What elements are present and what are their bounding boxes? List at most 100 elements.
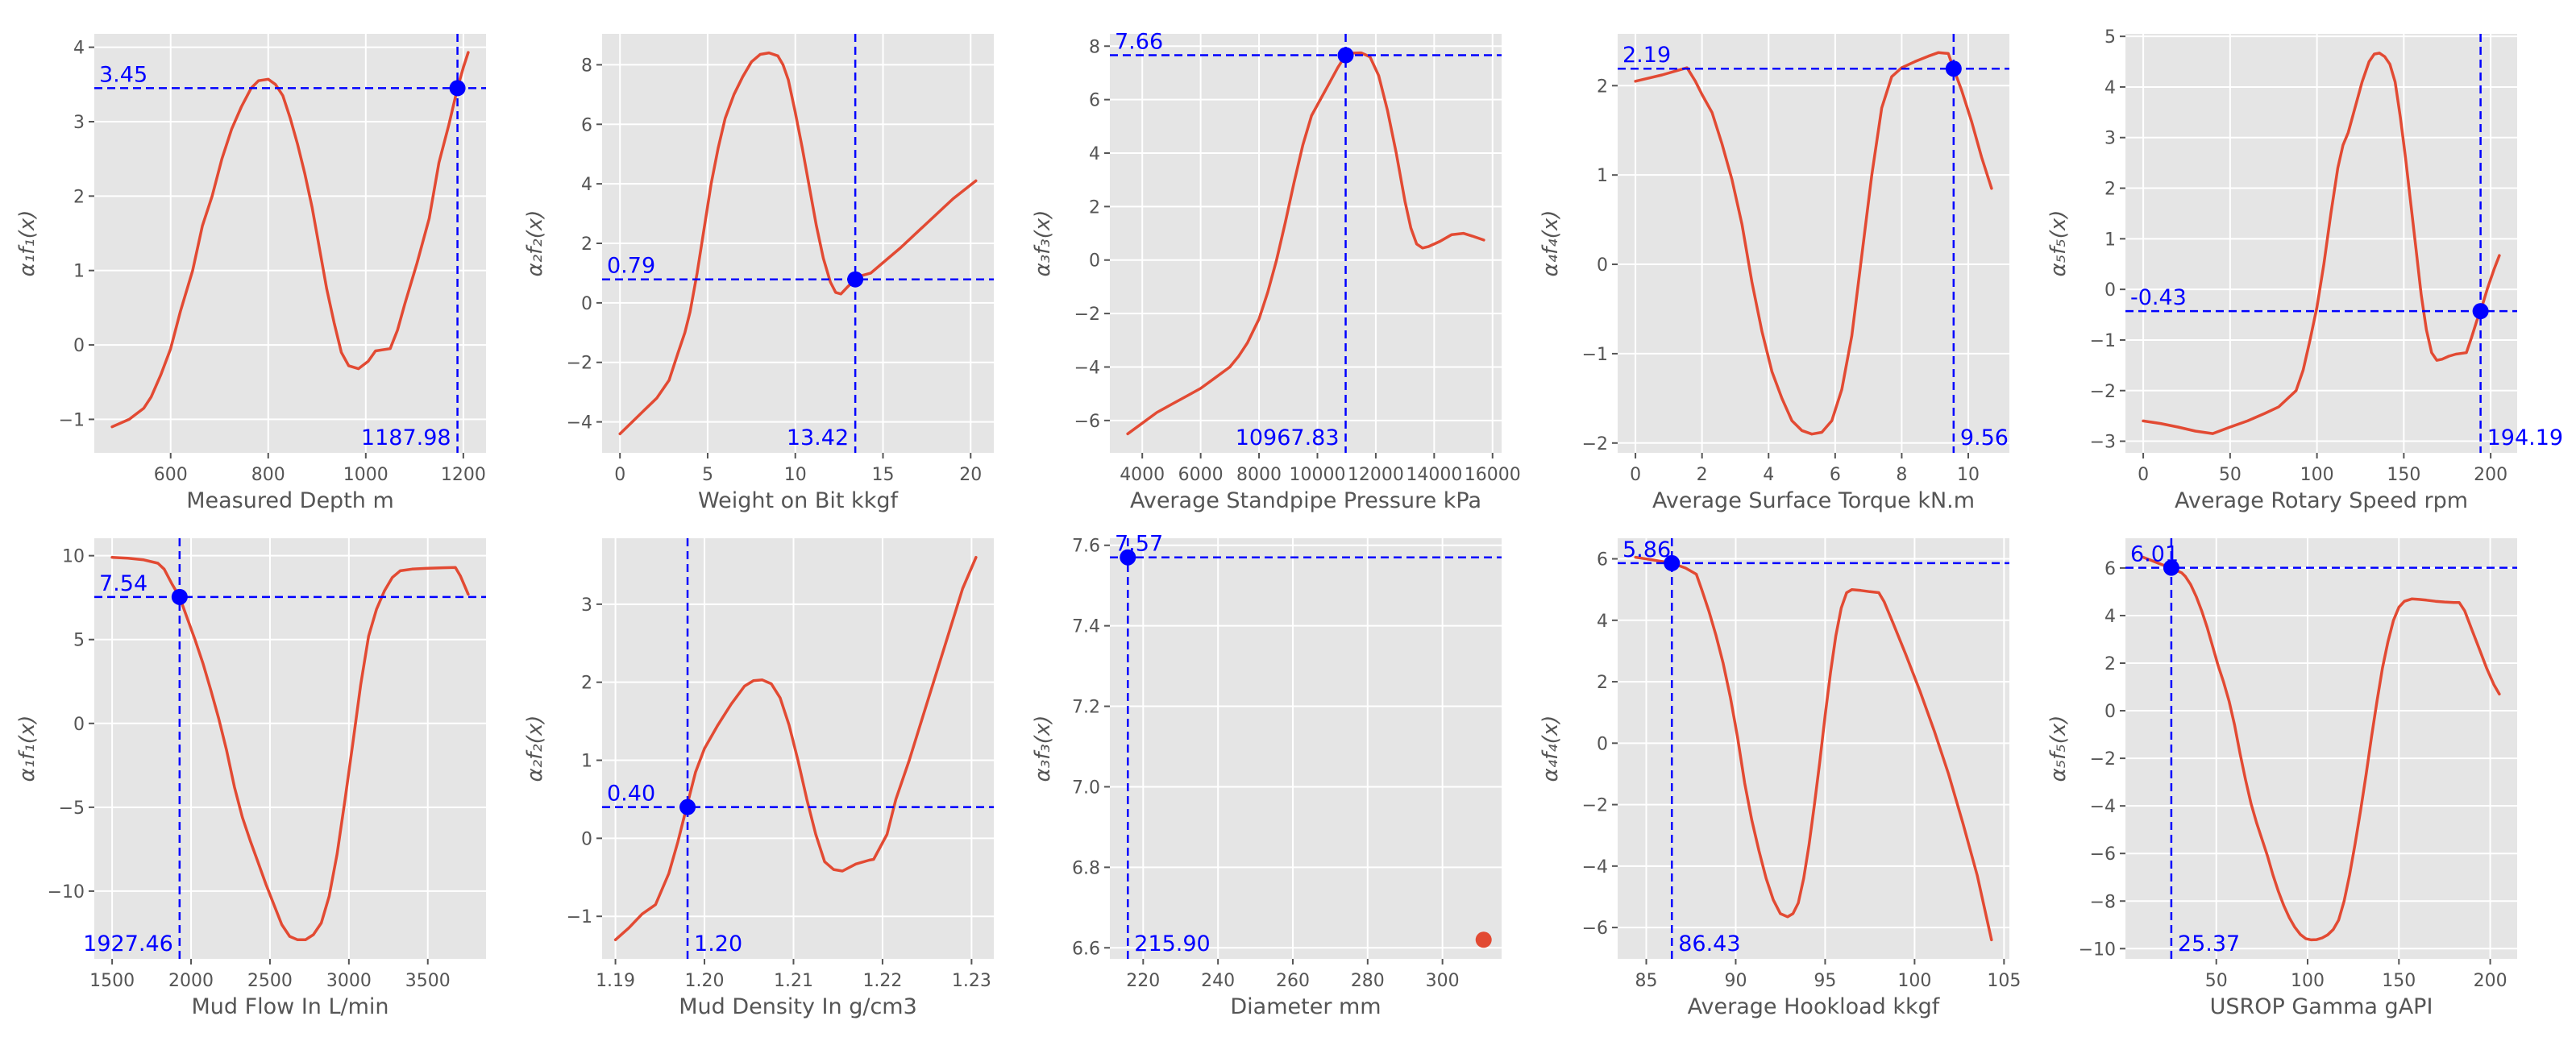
chart-2: 0 5 10 15 20 −4 −2 0 2 4 6 8 0.79 13.42 Weight on Bit …	[523, 34, 994, 513]
x-value-annotation: 86.43	[1678, 931, 1740, 956]
x-tick-label: 20	[959, 465, 982, 485]
x-tick-label: 1000	[343, 465, 388, 485]
marker-dot	[2472, 303, 2489, 320]
x-tick-label: 2000	[168, 971, 214, 991]
y-tick-label: −4	[567, 413, 592, 434]
x-tick-label: 3000	[326, 971, 372, 991]
x-tick-label: 1.23	[952, 971, 991, 991]
x-tick-label: 1200	[441, 465, 486, 485]
y-tick-label: 3	[581, 595, 592, 616]
x-axis-label: Diameter mm	[1230, 994, 1381, 1019]
y-tick-label: 0	[1597, 734, 1608, 754]
y-tick-label: 4	[2104, 607, 2116, 627]
y-tick-label: −2	[1074, 305, 1100, 325]
y-axis-label: α₂f₂(x)	[523, 716, 547, 782]
y-tick-label: −1	[2090, 331, 2116, 351]
y-tick-label: −1	[567, 907, 592, 927]
y-tick-label: 1	[581, 752, 592, 772]
y-tick-label: 6.8	[1072, 858, 1100, 878]
y-axis-label: α₃f₃(x)	[1031, 210, 1055, 277]
x-tick-label: 0	[1630, 465, 1641, 485]
x-tick-label: 200	[2474, 465, 2507, 485]
y-value-annotation: 0.40	[607, 782, 655, 807]
y-tick-label: 8	[1089, 37, 1100, 57]
marker-dot	[847, 271, 864, 288]
y-tick-label: 10	[62, 547, 85, 567]
x-value-annotation: 1927.46	[83, 931, 173, 956]
y-tick-label: 4	[1089, 144, 1100, 164]
y-value-annotation: 3.45	[99, 62, 147, 87]
y-axis-label: α₄f₄(x)	[1539, 210, 1563, 277]
x-value-annotation: 1187.98	[361, 425, 451, 450]
x-tick-label: 50	[2205, 971, 2228, 991]
y-tick-label: 7.0	[1072, 778, 1100, 798]
chart-10: 50 100 150 200 −10 −8 −6 −4 −2 0 2 4 6 6.01 25.37 USROP…	[2046, 538, 2517, 1019]
y-tick-label: −10	[48, 882, 85, 902]
x-axis-label: Measured Depth m	[186, 488, 394, 513]
x-tick-label: 0	[614, 465, 625, 485]
y-tick-label: 0	[581, 829, 592, 849]
x-tick-label: 1500	[89, 971, 135, 991]
chart-4: 0 2 4 6 8 10 −2 −1 0 1 2 2.19 9.56 Average Surface To…	[1539, 34, 2009, 513]
plot-area	[94, 538, 486, 959]
x-axis-label: USROP Gamma gAPI	[2210, 994, 2433, 1019]
y-tick-label: 6.6	[1072, 939, 1100, 959]
marker-dot	[1945, 60, 1962, 77]
x-tick-label: 600	[154, 465, 188, 485]
x-tick-label: 15	[872, 465, 895, 485]
marker-dot	[1120, 549, 1136, 566]
curve	[618, 51, 978, 436]
x-value-annotation: 13.42	[787, 425, 849, 450]
y-tick-label: 7.2	[1072, 698, 1100, 718]
y-tick-label: 5	[2104, 27, 2116, 48]
x-axis-label: Weight on Bit kkgf	[698, 488, 899, 513]
y-tick-label: −2	[567, 354, 592, 374]
x-tick-label: 3500	[405, 971, 451, 991]
plot-area	[2125, 34, 2517, 453]
y-axis-label: α₅f₅(x)	[2046, 716, 2071, 782]
x-tick-label: 150	[2387, 465, 2420, 485]
y-tick-label: −6	[1074, 412, 1100, 432]
y-tick-label: 2	[581, 234, 592, 255]
x-tick-label: 4000	[1120, 465, 1165, 485]
y-tick-label: 7.4	[1072, 617, 1100, 637]
y-tick-label: 0	[2104, 702, 2116, 722]
y-tick-label: 0	[73, 336, 85, 356]
x-tick-label: 90	[1724, 971, 1747, 991]
marker-dot	[2163, 559, 2179, 576]
x-tick-label: 10	[784, 465, 807, 485]
y-tick-label: 2	[1597, 77, 1608, 97]
curve	[2142, 52, 2501, 435]
y-value-annotation: -0.43	[2130, 285, 2187, 310]
y-tick-label: 0	[1597, 255, 1608, 276]
y-axis-label: α₅f₅(x)	[2046, 210, 2071, 277]
y-tick-label: 2	[1597, 673, 1608, 693]
y-tick-label: −3	[2090, 433, 2116, 453]
y-tick-label: −4	[1582, 857, 1608, 877]
y-tick-label: 3	[2104, 129, 2116, 149]
chart-5: 0 50 100 150 200 −3 −2 −1 0 1 2 3 4 5 -0.43 194.19 Avera…	[2046, 27, 2563, 513]
y-tick-label: 2	[2104, 180, 2116, 200]
x-tick-label: 8000	[1236, 465, 1282, 485]
x-tick-label: 6	[1830, 465, 1841, 485]
y-axis-label: α₁f₁(x)	[15, 210, 39, 277]
y-tick-label: 2	[1089, 197, 1100, 218]
y-tick-label: 0	[1089, 251, 1100, 272]
y-value-annotation: 7.57	[1115, 532, 1163, 557]
x-value-annotation: 10967.83	[1236, 425, 1340, 450]
y-value-annotation: 7.66	[1115, 30, 1163, 55]
y-tick-label: 0	[73, 715, 85, 735]
x-tick-label: 1.19	[596, 971, 635, 991]
plot-area	[602, 538, 994, 959]
y-tick-label: 1	[73, 262, 85, 282]
x-tick-label: 100	[1897, 971, 1931, 991]
x-tick-label: 85	[1635, 971, 1658, 991]
y-axis-label: α₂f₂(x)	[523, 210, 547, 277]
y-tick-label: 2	[581, 674, 592, 694]
x-tick-label: 2500	[247, 971, 293, 991]
y-tick-label: 6	[581, 115, 592, 135]
y-tick-label: 0	[2104, 280, 2116, 301]
x-axis-label: Mud Density In g/cm3	[679, 994, 917, 1019]
x-tick-label: 95	[1814, 971, 1836, 991]
